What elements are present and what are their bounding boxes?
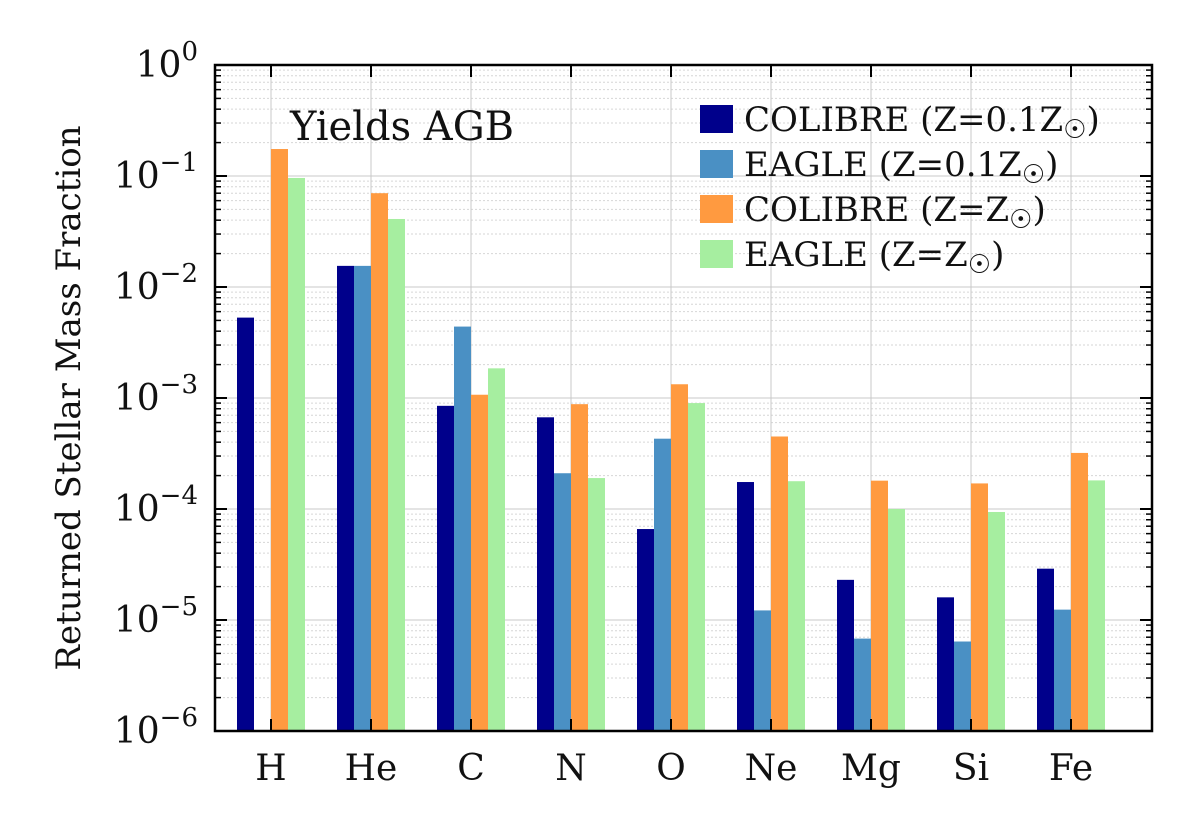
bar bbox=[371, 193, 388, 732]
y-tick-label: 10−5 bbox=[114, 592, 198, 641]
y-axis-label: Returned Stellar Mass Fraction bbox=[49, 125, 89, 670]
bar bbox=[337, 265, 354, 731]
y-tick-labels: 100 10−1 10−2 10−3 10−4 10−5 10−6 bbox=[114, 37, 198, 752]
x-tick-label: He bbox=[345, 748, 398, 789]
x-tick-label: Mg bbox=[841, 748, 901, 789]
bar bbox=[354, 265, 371, 731]
legend: COLIBRE (Z=0.1Z☉)EAGLE (Z=0.1Z☉)COLIBRE … bbox=[700, 100, 1100, 280]
bar bbox=[288, 177, 305, 731]
bar bbox=[954, 641, 971, 731]
bar bbox=[588, 478, 605, 731]
x-tick-label: Si bbox=[953, 748, 989, 789]
bar bbox=[871, 480, 888, 731]
x-tick-label: O bbox=[656, 748, 686, 789]
bar bbox=[754, 610, 771, 731]
bar bbox=[654, 438, 671, 731]
bar bbox=[1054, 609, 1071, 731]
legend-swatch bbox=[700, 105, 733, 133]
bar bbox=[1037, 568, 1054, 731]
bar bbox=[854, 638, 871, 731]
bar bbox=[388, 218, 405, 732]
bar bbox=[888, 509, 905, 731]
bar bbox=[788, 481, 805, 731]
bar bbox=[471, 394, 488, 731]
legend-entry: EAGLE (Z=0.1Z☉) bbox=[744, 145, 1058, 190]
x-tick-label: Ne bbox=[745, 748, 798, 789]
bar bbox=[837, 579, 854, 731]
legend-entry: COLIBRE (Z=0.1Z☉) bbox=[744, 100, 1100, 145]
bar bbox=[671, 384, 688, 731]
y-tick-label: 10−6 bbox=[114, 703, 198, 752]
y-tick-label: 10−3 bbox=[114, 370, 198, 419]
y-tick-label: 100 bbox=[136, 37, 198, 86]
bars bbox=[237, 149, 1105, 732]
bar bbox=[688, 403, 705, 731]
bar bbox=[571, 404, 588, 731]
x-tick-label: H bbox=[255, 748, 286, 789]
bar bbox=[271, 149, 288, 732]
legend-swatch bbox=[700, 240, 733, 268]
bar bbox=[1071, 452, 1088, 731]
bar bbox=[971, 483, 988, 731]
y-tick-label: 10−2 bbox=[114, 259, 198, 308]
y-tick-label: 10−4 bbox=[114, 481, 198, 530]
bar bbox=[537, 417, 554, 731]
bar bbox=[771, 436, 788, 731]
x-tick-label: C bbox=[457, 748, 485, 789]
x-tick-labels: H He C N O Ne Mg Si Fe bbox=[255, 748, 1093, 789]
bar bbox=[237, 317, 254, 731]
bar bbox=[454, 326, 471, 731]
x-tick-label: Fe bbox=[1049, 748, 1093, 789]
bar bbox=[488, 368, 505, 731]
chart-annotation: Yields AGB bbox=[289, 104, 514, 150]
legend-entry: COLIBRE (Z=Z☉) bbox=[744, 190, 1046, 235]
legend-swatch bbox=[700, 150, 733, 178]
bar bbox=[737, 482, 754, 731]
y-tick-label: 10−1 bbox=[114, 148, 198, 197]
plot-frame bbox=[213, 63, 1154, 733]
legend-entry: EAGLE (Z=Z☉) bbox=[744, 235, 1004, 280]
bar bbox=[437, 405, 454, 731]
bar bbox=[937, 597, 954, 731]
bar bbox=[988, 511, 1005, 731]
bar bbox=[554, 473, 571, 731]
x-tick-label: N bbox=[555, 748, 587, 789]
bar bbox=[1088, 480, 1105, 731]
legend-swatch bbox=[700, 195, 733, 223]
bar bbox=[637, 529, 654, 731]
